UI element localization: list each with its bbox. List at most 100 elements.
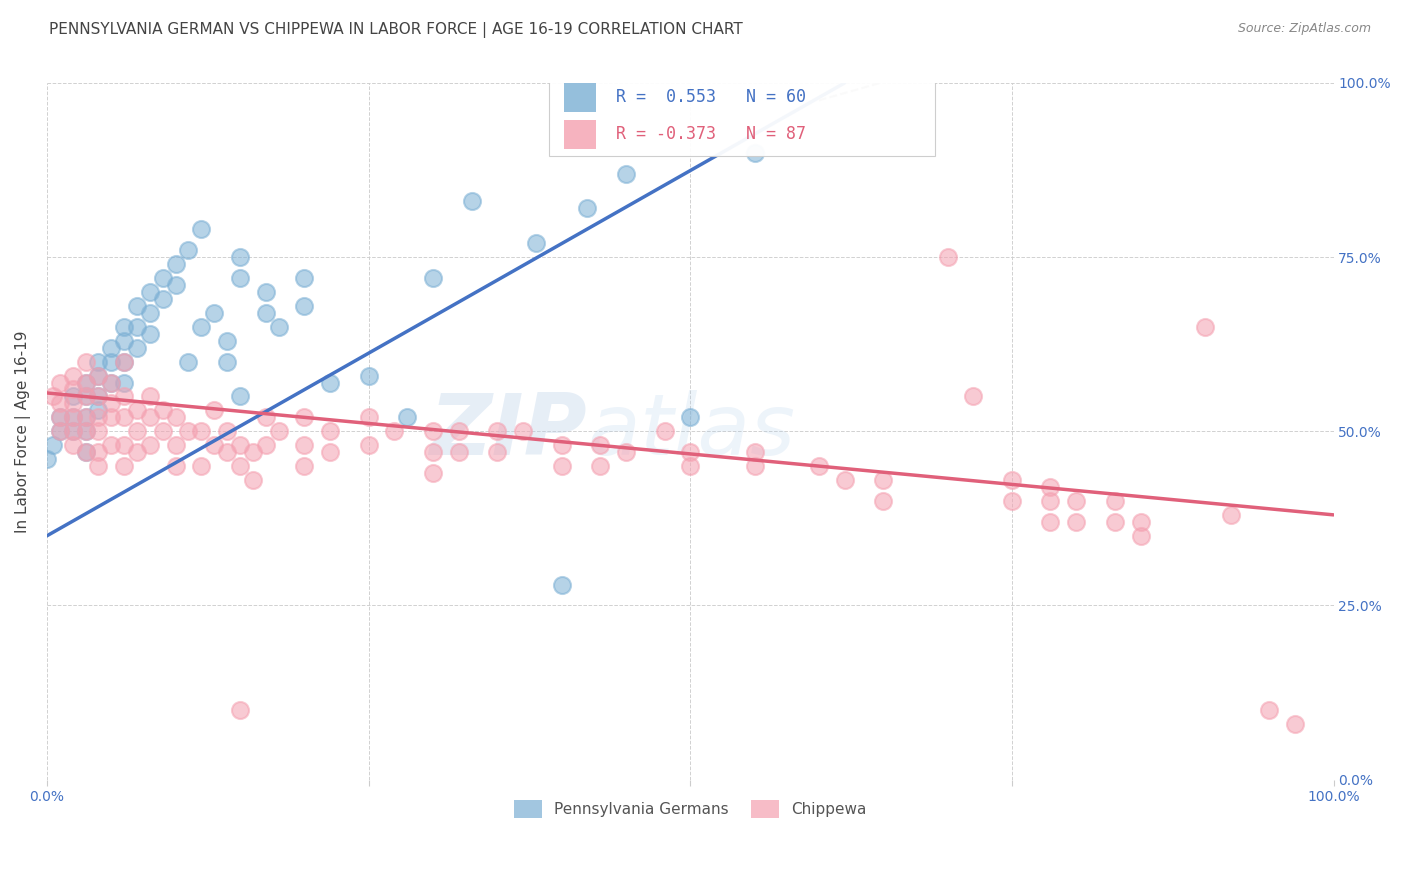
Text: atlas: atlas <box>588 390 796 473</box>
Point <box>87 445 110 459</box>
Point <box>357 438 380 452</box>
Point <box>357 368 380 383</box>
Point <box>744 445 766 459</box>
Point <box>1258 703 1281 717</box>
Point <box>165 459 187 474</box>
Text: Source: ZipAtlas.com: Source: ZipAtlas.com <box>1237 22 1371 36</box>
Point <box>1064 494 1087 508</box>
Point <box>319 445 342 459</box>
Point <box>75 445 97 459</box>
Point <box>550 438 572 452</box>
Point <box>165 438 187 452</box>
Point <box>190 459 212 474</box>
Point <box>382 424 405 438</box>
Point <box>62 424 84 438</box>
Point <box>177 424 200 438</box>
Point <box>152 424 174 438</box>
Point <box>139 306 162 320</box>
Point <box>165 410 187 425</box>
Point <box>229 250 252 264</box>
Point <box>112 459 135 474</box>
Point <box>49 424 72 438</box>
Point <box>576 202 599 216</box>
Point <box>112 410 135 425</box>
Point <box>292 271 315 285</box>
Point <box>254 306 277 320</box>
Point <box>486 445 509 459</box>
Point <box>152 271 174 285</box>
Point <box>165 257 187 271</box>
Point <box>75 389 97 403</box>
Point <box>267 424 290 438</box>
Point <box>75 445 97 459</box>
Point <box>422 466 444 480</box>
Point <box>177 354 200 368</box>
Point <box>139 438 162 452</box>
Point <box>1001 473 1024 487</box>
Point <box>112 376 135 390</box>
Point <box>112 354 135 368</box>
Point <box>87 368 110 383</box>
Point <box>422 445 444 459</box>
Point <box>872 473 894 487</box>
Text: PENNSYLVANIA GERMAN VS CHIPPEWA IN LABOR FORCE | AGE 16-19 CORRELATION CHART: PENNSYLVANIA GERMAN VS CHIPPEWA IN LABOR… <box>49 22 742 38</box>
Point <box>679 445 702 459</box>
Point <box>75 389 97 403</box>
Point <box>1219 508 1241 522</box>
Point <box>100 376 122 390</box>
Point <box>217 334 239 348</box>
Point <box>49 396 72 410</box>
Point <box>1064 515 1087 529</box>
Point <box>1129 529 1152 543</box>
Point <box>62 368 84 383</box>
Point <box>550 459 572 474</box>
Point <box>49 376 72 390</box>
Point <box>75 410 97 425</box>
Point <box>100 341 122 355</box>
Point <box>1039 494 1062 508</box>
Point <box>62 383 84 397</box>
Point <box>49 424 72 438</box>
Point <box>87 354 110 368</box>
Point <box>679 459 702 474</box>
Point <box>654 424 676 438</box>
Point <box>1194 319 1216 334</box>
Point <box>744 145 766 160</box>
Point <box>229 271 252 285</box>
Point <box>242 473 264 487</box>
Point <box>100 396 122 410</box>
Point <box>75 376 97 390</box>
Point <box>229 389 252 403</box>
FancyBboxPatch shape <box>564 83 596 112</box>
Point <box>100 354 122 368</box>
Point <box>292 438 315 452</box>
Point <box>292 299 315 313</box>
Point <box>254 438 277 452</box>
Point <box>1104 515 1126 529</box>
Point <box>152 403 174 417</box>
Point <box>139 326 162 341</box>
Point <box>202 438 225 452</box>
Point <box>42 438 65 452</box>
Point <box>125 403 148 417</box>
Point <box>190 222 212 236</box>
Point <box>49 410 72 425</box>
Point <box>75 424 97 438</box>
Y-axis label: In Labor Force | Age 16-19: In Labor Force | Age 16-19 <box>15 330 31 533</box>
Point <box>87 368 110 383</box>
Point <box>100 410 122 425</box>
Point <box>202 403 225 417</box>
Legend: Pennsylvania Germans, Chippewa: Pennsylvania Germans, Chippewa <box>508 795 873 824</box>
Point <box>267 319 290 334</box>
Point <box>112 389 135 403</box>
Point <box>872 494 894 508</box>
Point <box>112 334 135 348</box>
FancyBboxPatch shape <box>564 120 596 149</box>
Point <box>242 445 264 459</box>
Point <box>125 424 148 438</box>
Point <box>319 376 342 390</box>
Point <box>422 271 444 285</box>
Point <box>460 194 482 209</box>
Point <box>807 459 830 474</box>
Point <box>152 292 174 306</box>
